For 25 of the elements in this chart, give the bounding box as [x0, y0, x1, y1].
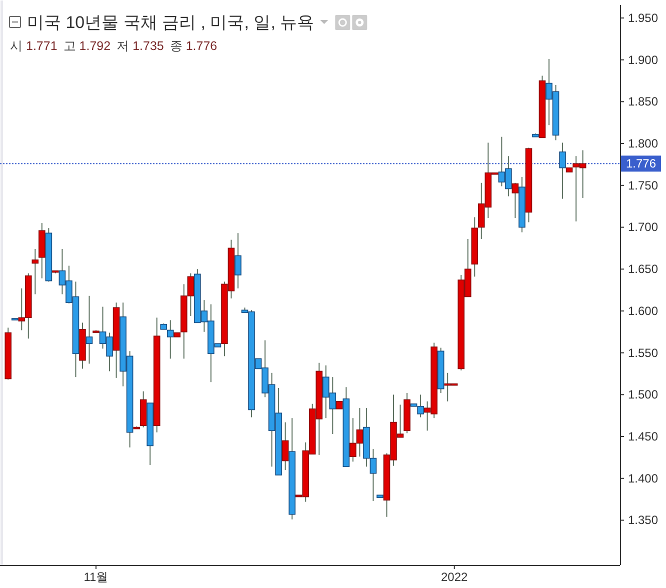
candlestick: [32, 248, 39, 295]
text: 시 1.771 고 1.792 저 1.735 종 1.776: [10, 39, 218, 53]
y-tick-label: 1.950: [628, 10, 658, 25]
y-tick-label: 1.700: [628, 220, 658, 234]
x-tick-label: 2022: [441, 570, 468, 584]
candlestick: [559, 142, 566, 200]
y-tick-label: 1.900: [628, 52, 658, 67]
y-tick-label: 1.850: [628, 94, 658, 109]
y-tick-label: 1.750: [628, 178, 658, 192]
y-tick-label: 1.600: [628, 304, 658, 318]
text: 미국 10년물 국채 금리 , 미국, 일, 뉴욕: [27, 13, 314, 32]
y-tick-label: 1.800: [628, 136, 658, 151]
y-tick-label: 1.550: [628, 346, 658, 360]
candlestick: [166, 320, 174, 360]
candlestick: [86, 295, 93, 364]
y-tick-label: 1.650: [628, 262, 658, 276]
y-tick-label: 1.400: [628, 471, 658, 486]
candlestick: [282, 422, 289, 470]
y-tick-label: 1.450: [628, 430, 658, 444]
candlestick: [234, 232, 242, 289]
candlestick: [512, 182, 519, 219]
y-tick-label: 1.350: [628, 513, 658, 528]
ref-line-label: 1.776: [626, 156, 656, 171]
y-tick-label: 1.500: [628, 388, 658, 402]
x-tick-label: 11월: [84, 570, 108, 584]
